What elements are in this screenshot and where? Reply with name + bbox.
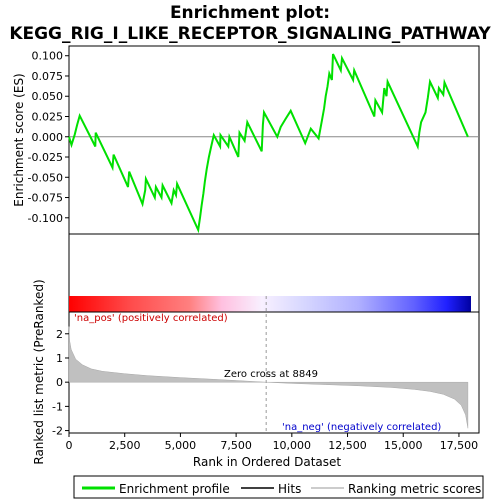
neg-correlated-label: 'na_neg' (negatively correlated): [282, 422, 441, 433]
pos-correlated-label: 'na_pos' (positively correlated): [74, 313, 228, 324]
es-y-tick-label: 0.075: [32, 70, 64, 83]
es-profile-line: [68, 53, 469, 234]
legend: Enrichment profile Hits Ranking metric s…: [73, 475, 484, 499]
zero-cross-label: Zero cross at 8849: [224, 369, 318, 380]
metric-y-axis: -2 -1 0 1 2: [52, 328, 69, 438]
es-y-axis-label: Enrichment score (ES): [12, 73, 26, 206]
es-panel-frame: [68, 45, 480, 235]
metric-y-tick-label: -2: [52, 425, 63, 438]
x-tick-label: 7,500: [220, 439, 252, 452]
es-y-tick-label: -0.075: [28, 192, 63, 205]
rank-gradient-bar: [69, 296, 471, 312]
legend-frame: [73, 475, 484, 499]
es-y-tick-label: 0.025: [32, 111, 64, 124]
legend-hits-label: Hits: [278, 482, 301, 496]
x-tick-label: 17,500: [440, 439, 479, 452]
x-tick-label: 0: [66, 439, 73, 452]
es-y-tick-label: -0.025: [28, 151, 63, 164]
metric-y-tick-label: -1: [52, 400, 63, 413]
x-tick-label: 2,500: [109, 439, 141, 452]
es-y-tick-label: 0.050: [32, 90, 64, 103]
x-axis-label: Rank in Ordered Dataset: [193, 455, 341, 469]
es-y-axis: -0.100 -0.075 -0.050 -0.025 0.000 0.025 0.050 0…: [28, 50, 69, 225]
metric-y-tick-label: 0: [56, 376, 63, 389]
legend-enrichment-label: Enrichment profile: [119, 482, 230, 496]
x-tick-label: 15,000: [384, 439, 423, 452]
x-tick-label: 12,500: [328, 439, 367, 452]
metric-y-tick-label: 2: [56, 328, 63, 341]
chart-title-line2: KEGG_RIG_I_LIKE_RECEPTOR_SIGNALING_PATHW…: [9, 24, 491, 44]
legend-metric-label: Ranking metric scores: [348, 482, 481, 496]
chart-title-line1: Enrichment plot:: [170, 3, 330, 23]
es-y-tick-label: -0.100: [28, 212, 63, 225]
es-y-tick-label: 0.000: [32, 131, 64, 144]
es-y-tick-label: 0.100: [32, 50, 64, 63]
x-tick-label: 10,000: [273, 439, 312, 452]
metric-y-tick-label: 1: [56, 352, 63, 365]
metric-y-axis-label: Ranked list metric (PreRanked): [32, 279, 46, 464]
es-y-tick-label: -0.050: [28, 171, 63, 184]
metric-panel-frame: [68, 311, 480, 434]
x-tick-label: 5,000: [165, 439, 197, 452]
x-axis: 0 2,500 5,000 7,500 10,000 12,500 15,000 17,500: [66, 433, 479, 452]
